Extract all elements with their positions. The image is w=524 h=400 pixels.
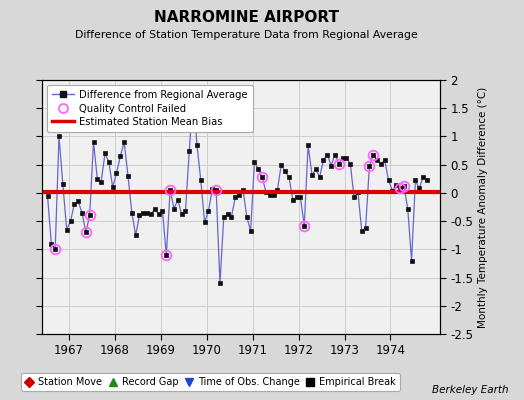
Y-axis label: Monthly Temperature Anomaly Difference (°C): Monthly Temperature Anomaly Difference (… bbox=[478, 86, 488, 328]
Legend: Difference from Regional Average, Quality Control Failed, Estimated Station Mean: Difference from Regional Average, Qualit… bbox=[47, 85, 253, 132]
Text: Difference of Station Temperature Data from Regional Average: Difference of Station Temperature Data f… bbox=[75, 30, 418, 40]
Text: Berkeley Earth: Berkeley Earth bbox=[432, 385, 508, 395]
Legend: Station Move, Record Gap, Time of Obs. Change, Empirical Break: Station Move, Record Gap, Time of Obs. C… bbox=[20, 373, 400, 391]
Text: NARROMINE AIRPORT: NARROMINE AIRPORT bbox=[154, 10, 339, 25]
